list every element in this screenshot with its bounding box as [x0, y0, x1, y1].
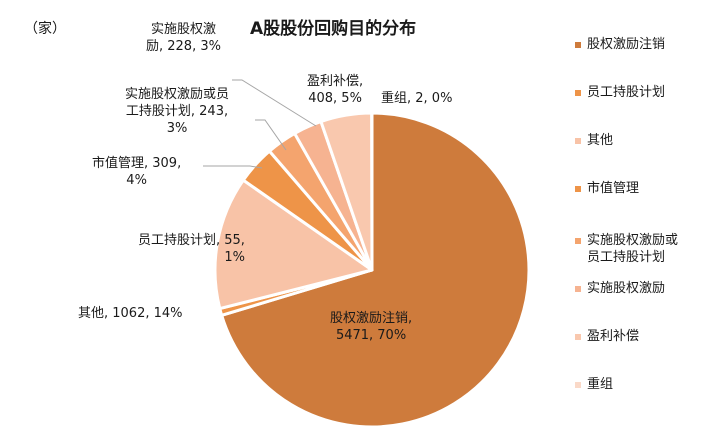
legend-label: 实施股权激励或 员工持股计划	[587, 232, 678, 266]
legend-swatch	[575, 334, 581, 340]
legend-label: 重组	[587, 377, 614, 392]
legend-item-profit-comp: 盈利补偿	[575, 328, 639, 345]
label-line: 励, 228, 3%	[146, 39, 221, 54]
legend-label: 股权激励注销	[587, 37, 666, 52]
label-line: 盈利补偿,	[307, 74, 364, 89]
label-line: 重组, 2, 0%	[381, 91, 453, 106]
label-line: 股权激励注销,	[330, 311, 413, 326]
label-esop: 员工持股计划, 55, 1%	[138, 232, 245, 266]
label-line: 1%	[224, 250, 245, 265]
legend-label-line: 员工持股计划	[587, 250, 666, 265]
label-line: 工持股计划, 243,	[125, 104, 229, 119]
pie-slices	[213, 111, 531, 429]
legend-swatch	[575, 90, 581, 96]
legend-label: 实施股权激励	[587, 281, 666, 296]
legend-item-esop: 员工持股计划	[575, 84, 665, 101]
label-incentive: 实施股权激 励, 228, 3%	[146, 21, 221, 55]
legend-swatch	[575, 42, 581, 48]
legend-item-market-cap: 市值管理	[575, 180, 639, 197]
unit-label: （家）	[24, 21, 66, 37]
legend-swatch	[575, 286, 581, 292]
label-line: 408, 5%	[308, 91, 362, 106]
label-line: 市值管理, 309,	[92, 156, 182, 171]
legend-item-restructure: 重组	[575, 376, 613, 393]
label-restructure: 重组, 2, 0%	[381, 90, 452, 107]
label-incentive-or-esop: 实施股权激励或员 工持股计划, 243, 3%	[125, 86, 229, 137]
legend-swatch	[575, 186, 581, 192]
legend-swatch	[575, 382, 581, 388]
label-line: 3%	[166, 121, 188, 136]
legend-label: 市值管理	[587, 181, 640, 196]
leader-line-incentive	[232, 79, 317, 127]
legend-label: 员工持股计划	[587, 85, 666, 100]
legend-item-other: 其他	[575, 132, 613, 149]
legend-label-line: 实施股权激励或	[587, 233, 679, 248]
legend-swatch	[575, 138, 581, 144]
legend-swatch	[575, 238, 581, 244]
legend-item-incentive-or-esop: 实施股权激励或 员工持股计划	[575, 232, 678, 266]
label-line: 其他, 1062, 14%	[78, 306, 183, 321]
chart-title: A股股份回购目的分布	[250, 19, 417, 39]
label-line: 实施股权激励或员	[125, 87, 230, 102]
leader-lines	[203, 79, 317, 169]
legend-label: 盈利补偿	[587, 329, 640, 344]
leader-line-incentive-or-esop	[255, 119, 287, 151]
pie-slice	[220, 111, 531, 429]
label-equity-cancel: 股权激励注销, 5471, 70%	[330, 310, 412, 344]
label-line: 员工持股计划, 55,	[138, 233, 245, 248]
pie-slice	[213, 178, 374, 311]
legend-label: 其他	[587, 133, 614, 148]
label-profit-comp: 盈利补偿, 408, 5%	[307, 73, 363, 107]
label-line: 4%	[126, 173, 147, 188]
legend-item-equity-cancel: 股权激励注销	[575, 36, 665, 53]
label-other: 其他, 1062, 14%	[78, 305, 183, 322]
label-line: 5471, 70%	[335, 328, 407, 343]
label-market-cap: 市值管理, 309, 4%	[92, 155, 181, 189]
label-line: 实施股权激	[150, 22, 216, 37]
leader-line-market-cap	[203, 165, 263, 169]
legend-item-incentive: 实施股权激励	[575, 280, 665, 297]
